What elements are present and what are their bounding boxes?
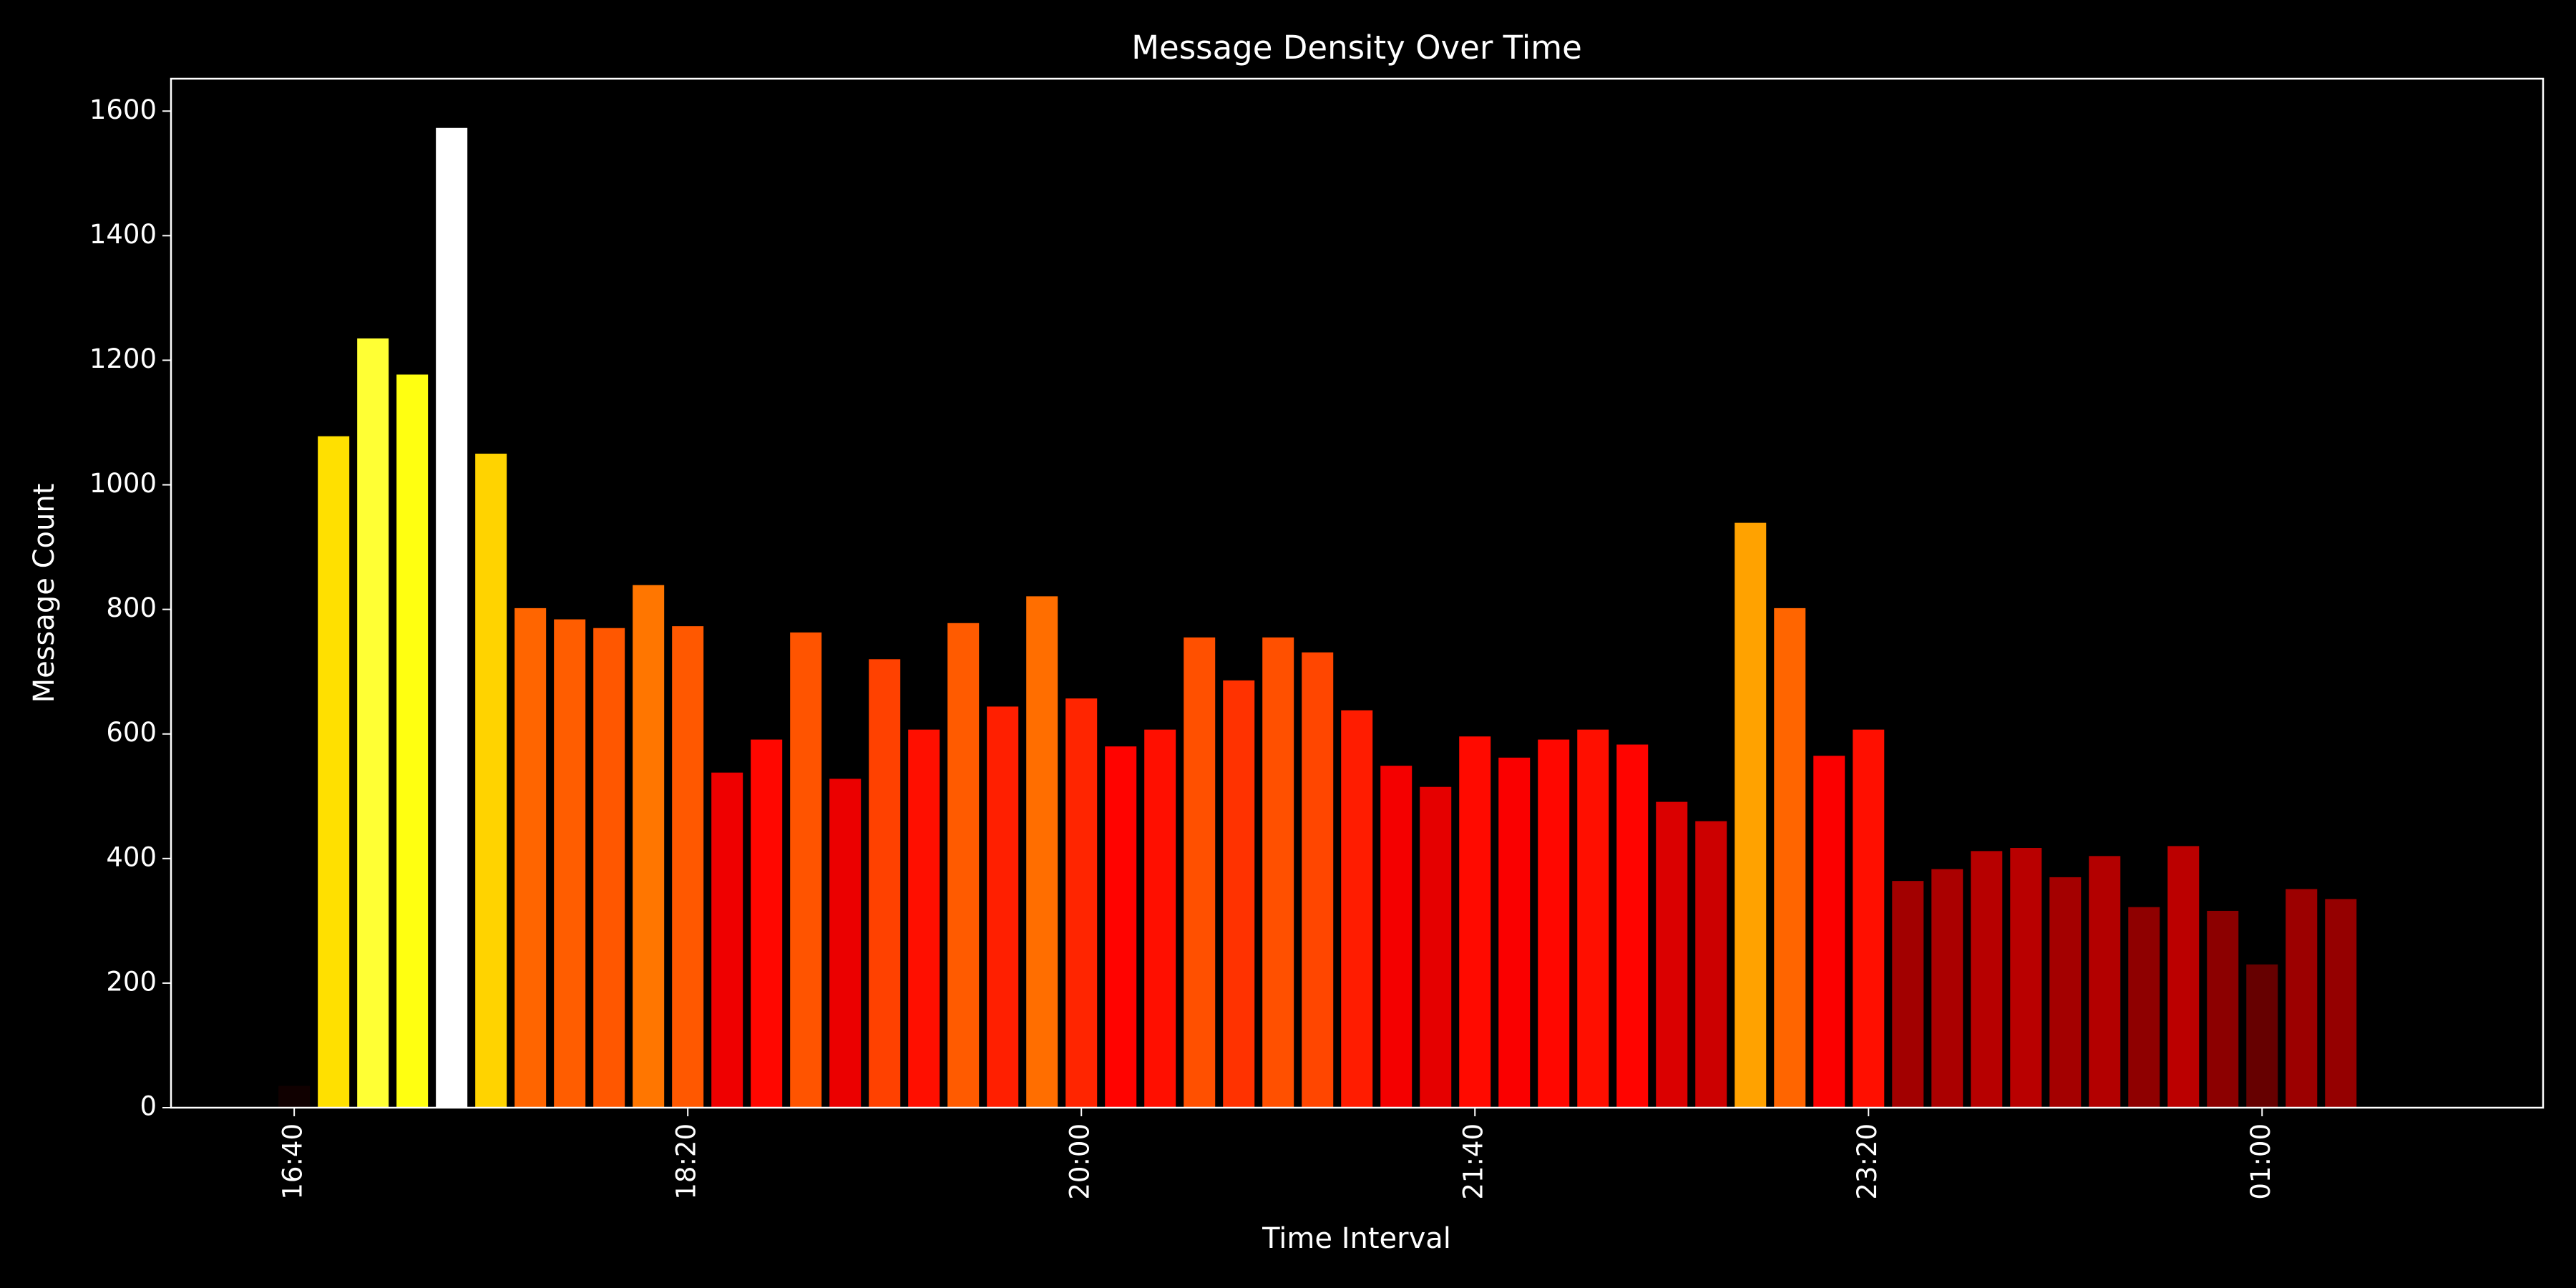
- bar: [2010, 848, 2042, 1108]
- plot-frame: [170, 77, 2545, 1109]
- bar: [1853, 729, 1885, 1108]
- bar: [1735, 522, 1767, 1108]
- bar: [1262, 637, 1294, 1108]
- x-tick-label: 01:00: [2245, 1123, 2276, 1200]
- y-tick-label: 1600: [89, 94, 157, 125]
- bar: [947, 623, 980, 1108]
- y-axis-label: Message Count: [28, 484, 61, 703]
- bar: [1302, 652, 1334, 1108]
- bar: [1144, 729, 1176, 1108]
- bar: [751, 739, 783, 1108]
- bar: [1026, 596, 1058, 1108]
- x-tick-label: 21:40: [1458, 1123, 1489, 1200]
- bar: [1656, 801, 1688, 1108]
- bar: [1184, 637, 1216, 1108]
- bar: [1813, 756, 1845, 1108]
- x-tick-label: 20:00: [1065, 1123, 1096, 1200]
- y-tick-label: 800: [106, 592, 157, 623]
- bar: [357, 338, 389, 1108]
- y-tick-label: 1200: [89, 343, 157, 374]
- bar: [908, 729, 940, 1108]
- bar: [1459, 736, 1491, 1108]
- bar: [2246, 964, 2278, 1108]
- bar: [1892, 881, 1924, 1108]
- x-tick-label: 23:20: [1852, 1123, 1883, 1200]
- y-tick-label: 200: [106, 966, 157, 997]
- bar: [1420, 786, 1452, 1108]
- bar: [278, 1085, 311, 1108]
- chart-title: Message Density Over Time: [1131, 29, 1582, 67]
- bar: [633, 585, 665, 1108]
- x-tick-label: 16:40: [278, 1123, 308, 1200]
- bar: [1616, 744, 1649, 1108]
- bar: [1380, 766, 1413, 1108]
- x-axis-label: Time Interval: [1262, 1222, 1451, 1255]
- bar: [396, 374, 429, 1108]
- bar: [436, 127, 468, 1108]
- bar: [1105, 746, 1137, 1108]
- y-tick-label: 0: [140, 1091, 157, 1122]
- bar: [475, 454, 507, 1108]
- bar: [1577, 729, 1609, 1108]
- bar: [672, 626, 704, 1108]
- y-tick-label: 1400: [89, 219, 157, 250]
- bar: [790, 632, 822, 1108]
- bar: [987, 706, 1019, 1108]
- bar: [554, 619, 586, 1108]
- bar: [2089, 856, 2121, 1108]
- bar: [1498, 757, 1531, 1108]
- bar: [869, 659, 901, 1108]
- y-tick-label: 600: [106, 717, 157, 748]
- bar: [593, 628, 625, 1108]
- y-tick-label: 400: [106, 841, 157, 872]
- bar: [2285, 889, 2318, 1108]
- bar: [1971, 851, 2003, 1108]
- bar: [1341, 710, 1373, 1108]
- bar: [1065, 698, 1098, 1108]
- bar: [1774, 608, 1806, 1108]
- y-tick-label: 1000: [89, 468, 157, 499]
- bar: [514, 608, 547, 1108]
- bar: [2128, 907, 2160, 1108]
- bar: [2167, 846, 2200, 1108]
- bar: [2325, 899, 2357, 1108]
- bar: [2049, 877, 2082, 1108]
- bar: [711, 772, 743, 1108]
- bar: [2207, 910, 2239, 1108]
- bar: [1223, 680, 1255, 1108]
- bar: [318, 436, 350, 1108]
- bar: [1538, 739, 1570, 1108]
- bar: [829, 779, 862, 1108]
- x-tick-label: 18:20: [671, 1123, 702, 1200]
- bar: [1695, 821, 1727, 1108]
- bar: [1931, 869, 1963, 1108]
